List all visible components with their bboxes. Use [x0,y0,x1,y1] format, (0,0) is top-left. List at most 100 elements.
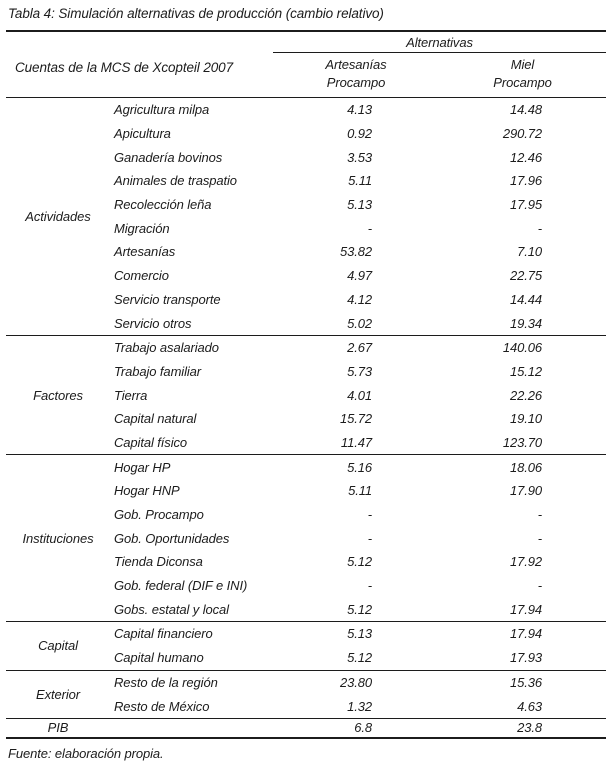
row-label: Gobs. estatal y local [114,601,229,617]
column-header-artesanias-procampo: Artesanías Procampo [273,56,439,92]
section-label: Factores [33,387,83,403]
section-rows: Agricultura milpa 4.13 14.48 Apicultura 0.92… [110,98,606,335]
value-miel: 15.36 [509,674,542,690]
table-row: Recolección leña 5.13 17.95 [110,193,606,217]
row-label: Apicultura [114,126,171,142]
value-artesanias: 4.01 [347,387,372,403]
table-row: Capital físico 11.47 123.70 [110,431,606,455]
table-row: Hogar HNP 5.11 17.90 [110,479,606,503]
value-artesanias: - [367,578,372,594]
table-row: Artesanías 53.82 7.10 [110,240,606,264]
table-row: Resto de la región 23.80 15.36 [110,671,606,695]
value-artesanias: 1.32 [347,698,372,714]
row-label: Tienda Diconsa [114,554,203,570]
value-miel: 7.10 [517,244,542,260]
value-artesanias: 5.11 [348,483,372,499]
section-rows: Trabajo asalariado 2.67 140.06 Trabajo fami… [110,336,606,454]
value-artesanias: 23.80 [339,674,372,690]
value-miel: 14.44 [509,291,542,307]
value-miel: - [537,220,542,236]
table-row: Capital financiero 5.13 17.94 [110,622,606,646]
value-artesanias: 5.12 [347,554,372,570]
row-label: Servicio otros [114,315,192,331]
table-row: Ganadería bovinos 3.53 12.46 [110,145,606,169]
row-label: Animales de traspatio [114,173,237,189]
table-row: Capital humano 5.12 17.93 [110,646,606,670]
value-miel: 17.92 [509,554,542,570]
value-artesanias: 5.12 [347,601,372,617]
table-section: Instituciones Hogar HP 5.16 18.06 Hogar HNP 5… [6,454,606,621]
value-miel: 17.93 [509,650,542,666]
value-artesanias: 5.13 [347,197,372,213]
value-miel: - [537,507,542,523]
table-row: Tienda Diconsa 5.12 17.92 [110,550,606,574]
value-miel: 15.12 [509,363,542,379]
value-artesanias: 5.11 [348,173,372,189]
value-artesanias: 53.82 [339,244,372,260]
table-row: Gobs. estatal y local 5.12 17.94 [110,597,606,621]
row-label: Gob. Procampo [114,507,204,523]
value-miel: - [537,578,542,594]
table-row: Capital natural 15.72 19.10 [110,407,606,431]
value-artesanias: 5.02 [347,315,372,331]
table-header: Cuentas de la MCS de Xcopteil 2007 Alter… [6,32,606,98]
table-row: Tierra 4.01 22.26 [110,383,606,407]
value-miel: - [537,530,542,546]
value-artesanias: 4.13 [347,102,372,118]
table-row: Apicultura 0.92 290.72 [110,122,606,146]
value-artesanias: 0.92 [347,126,372,142]
column-header-line: Procampo [326,75,386,90]
row-label: Artesanías [114,244,176,260]
value-miel: 18.06 [509,459,542,475]
table-row: Gob. federal (DIF e INI) - - [110,574,606,598]
table-section: Exterior Resto de la región 23.80 15.36 Rest… [6,669,606,718]
row-label: Capital humano [114,650,204,666]
value-miel: 22.26 [509,387,542,403]
pib-label: PIB [47,720,69,736]
row-label: Agricultura milpa [114,102,210,118]
value-miel: 140.06 [502,340,542,356]
value-miel: 17.96 [509,173,542,189]
value-artesanias: 11.47 [340,434,372,450]
table-body: Actividades Agricultura milpa 4.13 14.48 Api… [6,98,606,718]
table-row: Servicio transporte 4.12 14.44 [110,288,606,312]
row-label: Capital financiero [114,626,213,642]
pib-value-artesanias: 6.8 [354,720,372,736]
table-row: Gob. Procampo - - [110,503,606,527]
value-artesanias: 5.12 [347,650,372,666]
source-note: Fuente: elaboración propia. [8,746,164,761]
value-artesanias: 5.13 [347,626,372,642]
row-label: Servicio transporte [114,291,221,307]
table-row: Comercio 4.97 22.75 [110,264,606,288]
table-row: Animales de traspatio 5.11 17.96 [110,169,606,193]
column-header-line: Miel [510,57,535,72]
row-label: Gob. Oportunidades [114,530,230,546]
row-label: Hogar HNP [114,483,180,499]
row-label: Hogar HP [114,459,171,475]
table-row: Hogar HP 5.16 18.06 [110,455,606,479]
table-row: Agricultura milpa 4.13 14.48 [110,98,606,122]
row-label: Capital natural [114,411,197,427]
row-label: Trabajo asalariado [114,340,219,356]
table-row: Trabajo familiar 5.73 15.12 [110,360,606,384]
value-miel: 19.34 [509,315,542,331]
table-row: Gob. Oportunidades - - [110,526,606,550]
value-miel: 17.94 [509,626,542,642]
section-rows: Capital financiero 5.13 17.94 Capital human… [110,622,606,669]
column-group-label: Alternativas [273,32,606,53]
table-section: Actividades Agricultura milpa 4.13 14.48 Api… [6,98,606,335]
column-header-line: Artesanías [325,57,387,72]
pib-value-miel: 23.8 [517,720,542,736]
value-artesanias: 5.73 [347,363,372,379]
row-label: Comercio [114,268,169,284]
value-artesanias: 3.53 [347,149,372,165]
row-label: Resto de la región [114,674,218,690]
value-miel: 123.70 [502,434,542,450]
value-miel: 19.10 [509,411,542,427]
value-artesanias: 4.97 [347,268,372,284]
section-rows: Hogar HP 5.16 18.06 Hogar HNP 5.11 17.90 Gob. … [110,455,606,621]
value-artesanias: - [367,530,372,546]
alternatives-header-group: Alternativas Artesanías Procampo Miel Pr… [273,32,606,92]
row-label: Recolección leña [114,197,212,213]
